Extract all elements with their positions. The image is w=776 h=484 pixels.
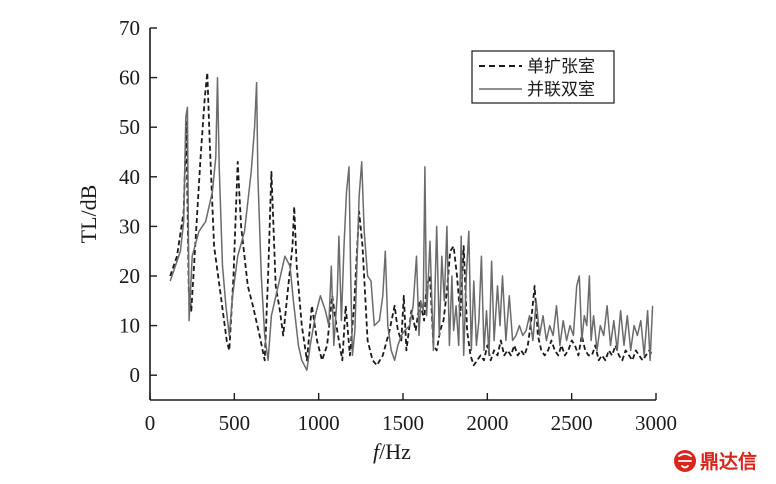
x-ticks: 0 500 1000 1500 2000 2500 3000 (145, 393, 677, 435)
x-tick-label: 500 (219, 411, 251, 435)
series-line-dashed (169, 71, 654, 367)
y-tick-label: 20 (119, 264, 140, 288)
y-tick-label: 30 (119, 214, 140, 238)
y-tick-label: 10 (119, 314, 140, 338)
x-tick-label: 0 (145, 411, 156, 435)
x-tick-label: 2000 (466, 411, 508, 435)
watermark-badge-mark (678, 453, 692, 469)
series-line-solid (169, 76, 654, 371)
x-axis-title-italic: f (373, 439, 382, 464)
y-tick-label: 70 (119, 16, 140, 40)
y-tick-label: 0 (130, 363, 141, 387)
y-tick-label: 60 (119, 66, 140, 90)
x-tick-label: 2500 (551, 411, 593, 435)
legend-box (471, 50, 615, 104)
y-ticks: 0 10 20 30 40 50 60 70 (119, 16, 157, 387)
watermark-logo: 鼎达信 (674, 450, 757, 473)
x-axis-title: f/Hz (373, 439, 411, 464)
legend-label-series-2: 并联双室 (527, 80, 595, 100)
plot-series (169, 71, 654, 371)
x-tick-label: 1000 (298, 411, 340, 435)
legend-label-series-1: 单扩张室 (527, 57, 595, 77)
x-tick-label: 3000 (635, 411, 677, 435)
x-axis-title-unit: /Hz (379, 439, 411, 464)
y-tick-label: 50 (119, 115, 140, 139)
legend: 单扩张室 并联双室 (471, 50, 615, 104)
y-tick-label: 40 (119, 165, 140, 189)
x-tick-label: 1500 (382, 411, 424, 435)
y-axis-title: TL/dB (76, 185, 101, 244)
watermark-text: 鼎达信 (700, 450, 757, 473)
